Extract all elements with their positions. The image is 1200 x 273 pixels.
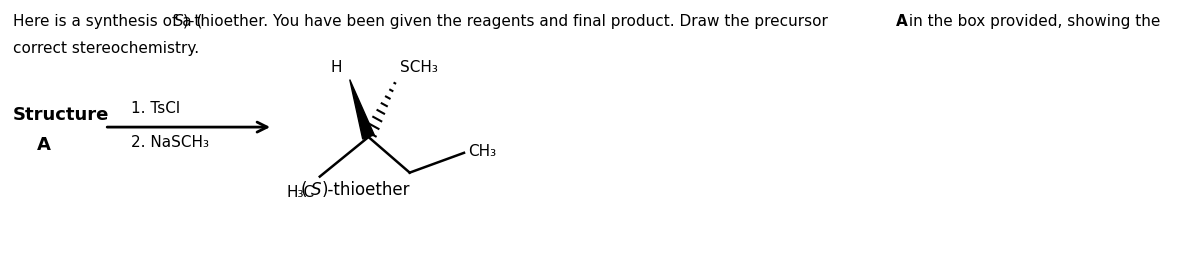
Text: A: A	[37, 136, 50, 154]
Text: H: H	[331, 60, 342, 75]
Text: correct stereochemistry.: correct stereochemistry.	[13, 41, 199, 56]
Text: CH₃: CH₃	[468, 144, 496, 159]
Text: Structure: Structure	[13, 106, 109, 124]
Text: (: (	[301, 182, 307, 200]
Text: Here is a synthesis of a (: Here is a synthesis of a (	[13, 14, 202, 29]
Text: )-thioether: )-thioether	[322, 182, 410, 200]
Text: S: S	[311, 182, 320, 200]
Text: )-thioether. You have been given the reagents and final product. Draw the precur: )-thioether. You have been given the rea…	[184, 14, 833, 29]
Text: A: A	[896, 14, 908, 29]
Text: SCH₃: SCH₃	[401, 60, 438, 75]
Text: 2. NaSCH₃: 2. NaSCH₃	[131, 135, 209, 150]
Text: 1. TsCl: 1. TsCl	[131, 101, 180, 116]
Text: in the box provided, showing the: in the box provided, showing the	[904, 14, 1160, 29]
Text: H₃C: H₃C	[287, 185, 316, 200]
Text: S: S	[174, 14, 184, 29]
Polygon shape	[349, 80, 374, 139]
